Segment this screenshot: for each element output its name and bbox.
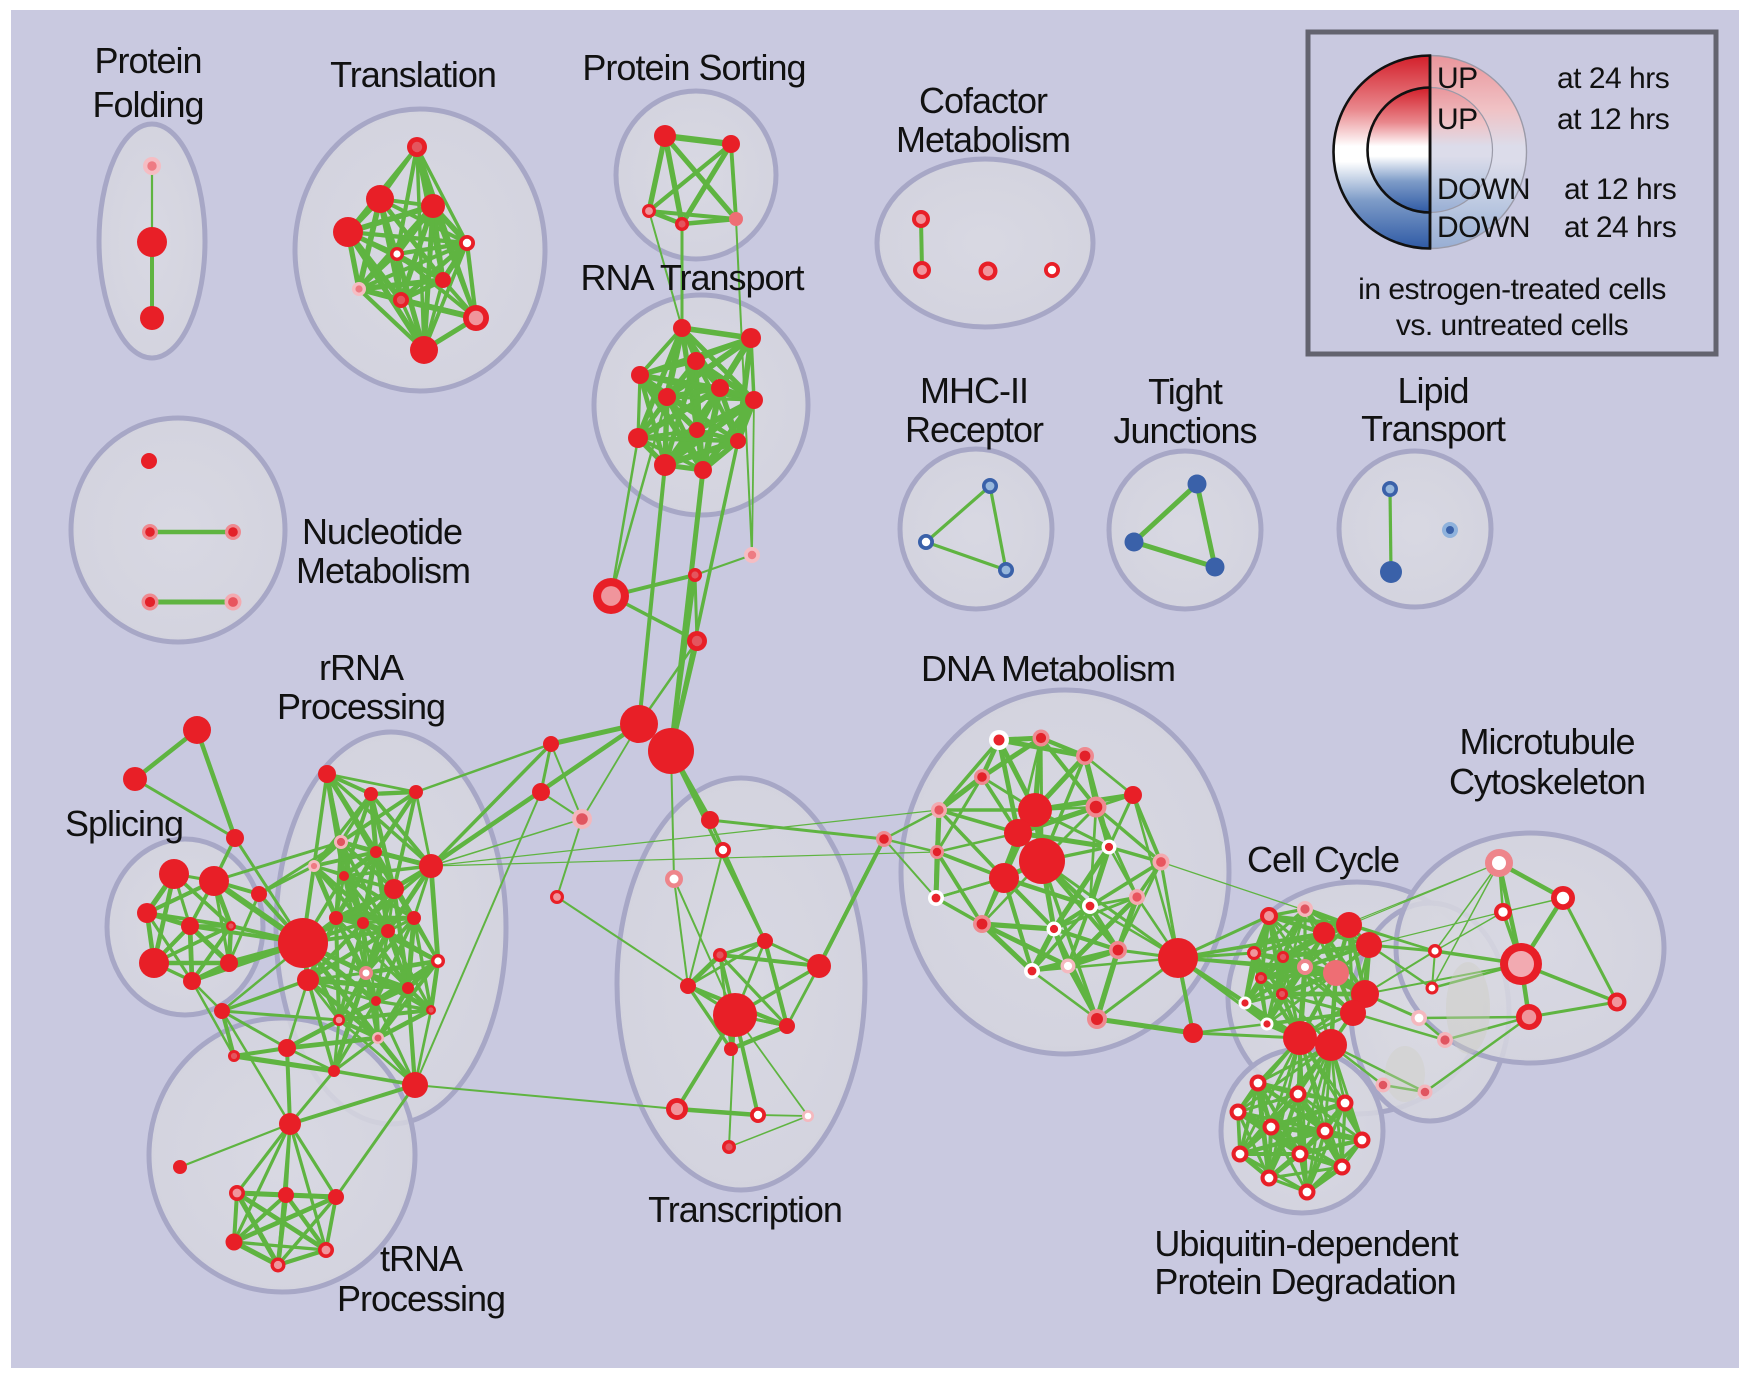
- svg-text:Translation: Translation: [330, 54, 496, 95]
- svg-text:DNA Metabolism: DNA Metabolism: [921, 648, 1175, 689]
- svg-text:UP: UP: [1437, 62, 1478, 95]
- svg-text:RNA Transport: RNA Transport: [580, 257, 804, 298]
- svg-text:Transport: Transport: [1361, 408, 1506, 449]
- svg-text:Protein: Protein: [94, 40, 201, 81]
- svg-text:at 24 hrs: at 24 hrs: [1564, 211, 1676, 244]
- svg-text:Receptor: Receptor: [905, 409, 1044, 450]
- svg-text:rRNA: rRNA: [319, 647, 404, 688]
- svg-text:Protein Degradation: Protein Degradation: [1154, 1261, 1455, 1302]
- svg-text:Cell Cycle: Cell Cycle: [1247, 839, 1399, 880]
- svg-text:DOWN: DOWN: [1437, 173, 1530, 206]
- svg-text:Ubiquitin-dependent: Ubiquitin-dependent: [1154, 1223, 1458, 1264]
- svg-text:Cytoskeleton: Cytoskeleton: [1449, 761, 1645, 802]
- svg-text:DOWN: DOWN: [1437, 211, 1530, 244]
- svg-text:tRNA: tRNA: [380, 1238, 463, 1279]
- svg-text:Processing: Processing: [337, 1278, 505, 1319]
- svg-text:UP: UP: [1437, 103, 1478, 136]
- svg-text:Microtubule: Microtubule: [1459, 721, 1634, 762]
- svg-text:Metabolism: Metabolism: [296, 550, 470, 591]
- svg-text:at 12 hrs: at 12 hrs: [1564, 173, 1676, 206]
- svg-text:Processing: Processing: [277, 686, 445, 727]
- svg-text:MHC-II: MHC-II: [920, 370, 1028, 411]
- svg-text:Nucleotide: Nucleotide: [302, 511, 462, 552]
- svg-text:Junctions: Junctions: [1113, 410, 1256, 451]
- svg-text:Transcription: Transcription: [648, 1189, 842, 1230]
- svg-text:Folding: Folding: [92, 84, 203, 125]
- svg-text:in estrogen-treated cells: in estrogen-treated cells: [1358, 273, 1666, 306]
- svg-text:Protein Sorting: Protein Sorting: [582, 47, 805, 88]
- svg-text:at 24 hrs: at 24 hrs: [1557, 62, 1669, 95]
- svg-text:Splicing: Splicing: [65, 803, 183, 844]
- svg-text:Metabolism: Metabolism: [896, 119, 1070, 160]
- svg-text:Tight: Tight: [1148, 371, 1223, 412]
- svg-text:at 12 hrs: at 12 hrs: [1557, 103, 1669, 136]
- svg-text:Cofactor: Cofactor: [919, 80, 1048, 121]
- svg-text:vs. untreated cells: vs. untreated cells: [1396, 309, 1628, 342]
- svg-text:Lipid: Lipid: [1397, 370, 1468, 411]
